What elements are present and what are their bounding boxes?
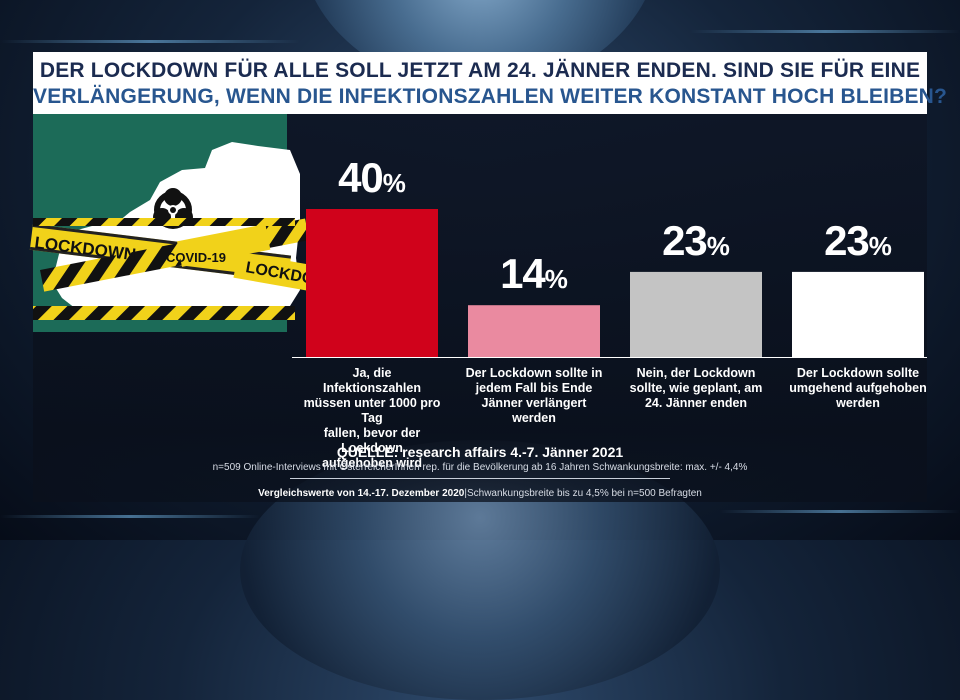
category-label-line: sollte, wie geplant, am bbox=[629, 381, 763, 395]
bar-4 bbox=[792, 271, 924, 357]
category-label-line: werden bbox=[836, 396, 880, 410]
compare-note: Schwankungsbreite bis zu 4,5% bei n=500 … bbox=[466, 488, 702, 499]
category-label-line: Der Lockdown sollte in bbox=[465, 366, 603, 380]
category-label-line: jedem Fall bis Ende bbox=[475, 381, 593, 395]
category-label-line: umgehend aufgehoben bbox=[789, 381, 927, 395]
value-label-2: 14% bbox=[464, 250, 604, 298]
value-number: 40 bbox=[338, 154, 384, 201]
value-unit: % bbox=[544, 264, 568, 295]
value-unit: % bbox=[868, 230, 892, 261]
background-streak bbox=[0, 40, 300, 43]
value-label-4: 23% bbox=[788, 217, 928, 265]
category-label-line: 24. Jänner enden bbox=[644, 396, 748, 410]
value-label-1: 40% bbox=[302, 154, 442, 202]
compare-separator: | bbox=[464, 488, 467, 499]
category-label-3: Nein, der Lockdown sollte, wie geplant, a… bbox=[626, 366, 766, 411]
value-number: 23 bbox=[824, 216, 870, 264]
category-label-4: Der Lockdown sollte umgehend aufgehoben we… bbox=[788, 366, 928, 411]
value-number: 14 bbox=[500, 250, 546, 298]
title-box: DER LOCKDOWN FÜR ALLE SOLL JETZT AM 24. … bbox=[33, 52, 948, 114]
value-unit: % bbox=[706, 230, 730, 261]
bar-3 bbox=[630, 271, 762, 357]
bar-1 bbox=[306, 209, 438, 357]
background-streak bbox=[0, 515, 260, 518]
compare-dates: Vergleichswerte von 14.-17. Dezember 202… bbox=[258, 488, 465, 499]
bar-chart bbox=[306, 209, 924, 357]
background-streak bbox=[690, 30, 960, 33]
value-label-3: 23% bbox=[626, 217, 766, 265]
category-label-line: Der Lockdown sollte bbox=[796, 366, 920, 380]
value-unit: % bbox=[382, 168, 406, 198]
source-method: n=509 Online-Interviews mit Österreicher… bbox=[212, 462, 748, 473]
category-label-1: Ja, die Infektionszahlen müssen unter 100… bbox=[302, 366, 442, 471]
title-line-1: DER LOCKDOWN FÜR ALLE SOLL JETZT AM 24. … bbox=[39, 59, 921, 82]
title-line-2: VERLÄNGERUNG, WENN DIE INFEKTIONSZAHLEN … bbox=[33, 85, 948, 108]
background-streak bbox=[720, 510, 960, 513]
source-divider bbox=[290, 478, 670, 479]
source-compare: Vergleichswerte von 14.-17. Dezember 202… bbox=[33, 488, 927, 499]
category-label-2: Der Lockdown sollte in jedem Fall bis End… bbox=[464, 366, 604, 426]
category-label-line: Jänner verlängert werden bbox=[481, 396, 587, 425]
category-label-line: Ja, die Infektionszahlen bbox=[323, 366, 421, 395]
source-panel bbox=[33, 432, 927, 502]
category-label-line: fallen, bevor der Lockdown bbox=[323, 426, 421, 455]
category-label-line: Nein, der Lockdown bbox=[636, 366, 756, 380]
category-label-line: müssen unter 1000 pro Tag bbox=[303, 396, 441, 425]
category-label-line: aufgehoben wird bbox=[322, 456, 422, 470]
bar-2 bbox=[468, 305, 600, 357]
value-number: 23 bbox=[662, 216, 708, 264]
source-title: QUELLE: research affairs 4.-7. Jänner 20… bbox=[336, 444, 624, 460]
